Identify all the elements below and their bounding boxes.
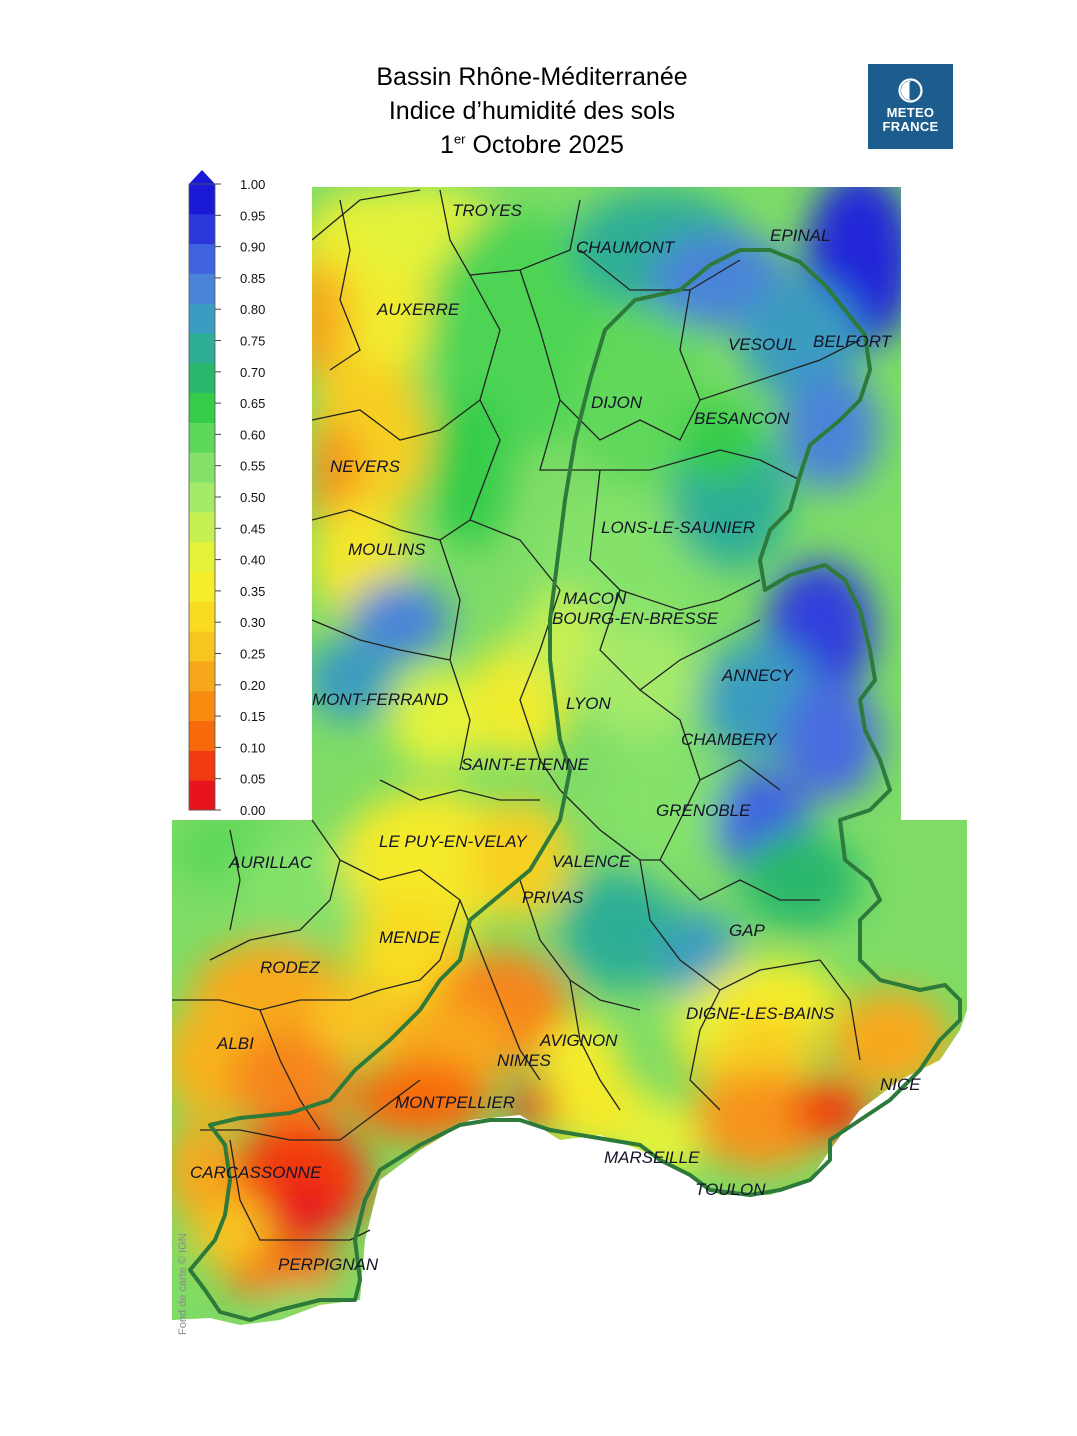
colorbar-tick-label: 0.90	[240, 240, 265, 255]
colorbar-band	[189, 660, 215, 692]
colorbar-band	[189, 273, 215, 304]
colorbar-band	[189, 243, 215, 274]
city-label: GRENOBLE	[656, 801, 751, 820]
colorbar-tick-label: 0.20	[240, 678, 265, 693]
city-label: BOURG-EN-BRESSE	[552, 609, 719, 628]
colorbar-band	[189, 631, 215, 662]
colorbar-tick-label: 0.30	[240, 615, 265, 630]
colorbar-band	[189, 184, 215, 215]
colorbar-band	[189, 452, 215, 483]
city-label: PRIVAS	[522, 888, 584, 907]
colorbar-band	[189, 690, 215, 722]
meteo-france-emblem-icon	[898, 78, 923, 103]
colorbar-band	[189, 750, 215, 781]
meteo-france-logo: METEO FRANCE	[868, 64, 953, 149]
colorbar-band	[189, 392, 215, 423]
colorbar-tick-label: 0.80	[240, 302, 265, 317]
city-label: VALENCE	[552, 852, 631, 871]
moisture-raster	[172, 187, 967, 1333]
city-label: RODEZ	[260, 958, 320, 977]
map-credit: Fond de carte © IGN	[177, 1233, 189, 1335]
colorbar-tick-label: 0.00	[240, 803, 265, 818]
colorbar-band	[189, 213, 215, 245]
colorbar-legend: 1.00 0.95 0.90 0.85 0.80 0.75 0.70 0.65 0.60 0.55…	[188, 170, 265, 818]
colorbar-band	[189, 601, 215, 632]
city-label: NICE	[880, 1075, 921, 1094]
basin-outline	[188, 248, 962, 1322]
colorbar-tick-label: 0.95	[240, 208, 265, 223]
colorbar-band	[189, 720, 215, 751]
colorbar-tick-label: 0.45	[240, 521, 265, 536]
city-label: ALBI	[216, 1034, 254, 1053]
city-label: LONS-LE-SAUNIER	[601, 518, 755, 537]
city-label: MONTPELLIER	[395, 1093, 515, 1112]
colorbar-tick-label: 0.35	[240, 584, 265, 599]
colorbar-tick-label: 0.55	[240, 459, 265, 474]
city-label: CHAMBERY	[681, 730, 778, 749]
colorbar-ticks: 1.00 0.95 0.90 0.85 0.80 0.75 0.70 0.65 0.60 0.55…	[215, 177, 265, 818]
colorbar-band	[189, 571, 215, 602]
colorbar-band	[189, 482, 215, 513]
city-label: MONT-FERRAND	[312, 690, 448, 709]
colorbar-tick-label: 0.65	[240, 396, 265, 411]
colorbar-top-arrow	[189, 170, 215, 184]
city-label: LE PUY-EN-VELAY	[379, 832, 528, 851]
colorbar-tick-label: 0.50	[240, 490, 265, 505]
city-label: MACON	[563, 589, 627, 608]
city-label: CARCASSONNE	[190, 1163, 322, 1182]
city-label: BESANCON	[694, 409, 790, 428]
city-label: TROYES	[452, 201, 523, 220]
colorbar-tick-label: 0.75	[240, 334, 265, 349]
colorbar-band	[189, 303, 215, 334]
colorbar-tick-label: 0.05	[240, 772, 265, 787]
map-title: Bassin Rhône-Méditerranée Indice d’humid…	[282, 60, 782, 162]
colorbar-band	[189, 362, 215, 394]
city-label: AUXERRE	[376, 300, 460, 319]
colorbar-tick-label: 1.00	[240, 177, 265, 192]
colorbar-band	[189, 333, 215, 364]
city-label: DIGNE-LES-BAINS	[686, 1004, 835, 1023]
date-superscript: er	[453, 131, 466, 147]
city-label: GAP	[729, 921, 766, 940]
city-label: ANNECY	[721, 666, 795, 685]
title-index: Indice d’humidité des sols	[388, 97, 676, 125]
city-labels: TROYES CHAUMONT EPINAL AUXERRE VESOUL BELFORT…	[190, 201, 921, 1274]
city-label: NIMES	[497, 1051, 552, 1070]
colorbar-band	[189, 511, 215, 543]
title-basin: Bassin Rhône-Méditerranée	[376, 63, 688, 91]
colorbar-tick-label: 0.85	[240, 271, 265, 286]
date-month-year: Octobre 2025	[465, 131, 624, 159]
colorbar-bands	[189, 184, 215, 811]
colorbar-tick-label: 0.70	[240, 365, 265, 380]
department-boundaries	[172, 189, 861, 1241]
city-label: TOULON	[695, 1180, 766, 1199]
city-label: AVIGNON	[539, 1031, 618, 1050]
logo-text-france: FRANCE	[882, 119, 939, 134]
title-date: 1er Octobre 2025	[282, 128, 782, 162]
city-label: BELFORT	[813, 332, 893, 351]
city-label: MARSEILLE	[604, 1148, 700, 1167]
colorbar-tick-label: 0.60	[240, 427, 265, 442]
city-label: CHAUMONT	[576, 238, 676, 257]
city-label: PERPIGNAN	[278, 1255, 379, 1274]
colorbar-band	[189, 780, 215, 811]
date-day: 1	[440, 131, 454, 159]
city-label: LYON	[566, 694, 611, 713]
colorbar-band	[189, 541, 215, 573]
city-label: EPINAL	[770, 226, 830, 245]
city-label: MENDE	[379, 928, 441, 947]
colorbar-band	[189, 422, 215, 453]
logo-text-meteo: METEO	[886, 105, 935, 120]
colorbar-tick-label: 0.40	[240, 553, 265, 568]
city-label: AURILLAC	[228, 853, 313, 872]
city-label: VESOUL	[728, 335, 797, 354]
city-label: NEVERS	[330, 457, 401, 476]
colorbar-tick-label: 0.25	[240, 647, 265, 662]
city-label: SAINT-ETIENNE	[461, 755, 590, 774]
colorbar-tick-label: 0.10	[240, 740, 265, 755]
colorbar-tick-label: 0.15	[240, 709, 265, 724]
city-label: DIJON	[591, 393, 643, 412]
city-label: MOULINS	[348, 540, 426, 559]
